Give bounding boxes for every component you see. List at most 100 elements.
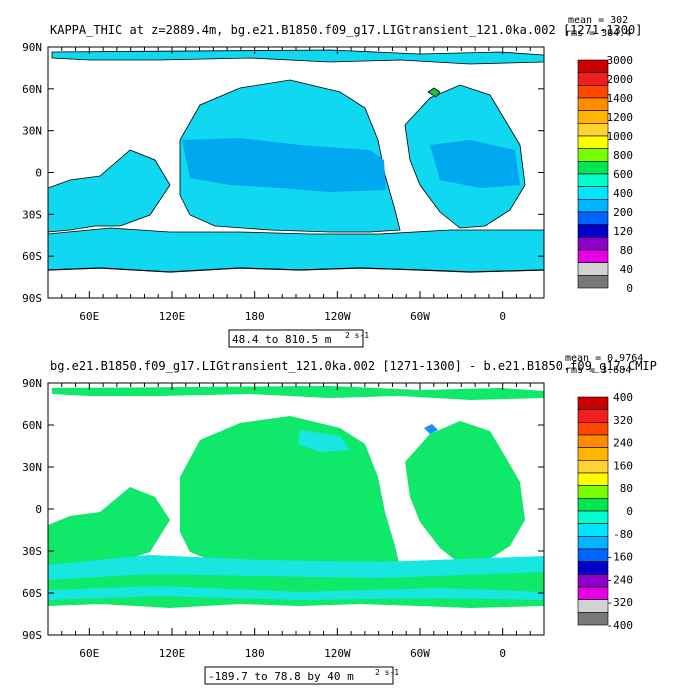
- panel-top-rms: rms = 304.4: [565, 28, 631, 39]
- colorbar-swatch: [577, 237, 609, 251]
- colorbar-label: 1000: [607, 130, 634, 143]
- colorbar-swatch: [577, 97, 609, 111]
- x-tick-label: 60W: [410, 647, 430, 660]
- y-tick-label: 60N: [22, 419, 42, 432]
- colorbar-label: 80: [620, 244, 633, 257]
- colorbar-label: 240: [613, 437, 633, 450]
- colorbar-swatch: [577, 548, 609, 562]
- y-tick-label: 90N: [22, 41, 42, 54]
- colorbar-swatch: [577, 59, 609, 73]
- x-tick-label: 120W: [324, 647, 351, 660]
- colorbar-label: 0: [626, 505, 633, 518]
- y-tick-label: 30S: [22, 208, 42, 221]
- y-tick-label: 60N: [22, 83, 42, 96]
- panel-top-title: KAPPA_THIC at z=2889.4m, bg.e21.B1850.f0…: [50, 23, 642, 37]
- colorbar-swatch: [577, 275, 609, 289]
- colorbar-swatch: [577, 485, 609, 499]
- y-tick-label: 30N: [22, 125, 42, 138]
- colorbar-swatch: [577, 523, 609, 537]
- colorbar-label: -400: [607, 619, 634, 632]
- colorbar-swatch: [577, 472, 609, 486]
- ocean-negative-band-1: [48, 555, 544, 580]
- x-tick-label: 60W: [410, 310, 430, 323]
- x-tick-label: 120E: [159, 310, 186, 323]
- colorbar-swatch: [577, 110, 609, 124]
- greenland-spot: [427, 87, 441, 98]
- ocean-negative-patch: [298, 430, 350, 452]
- panel-top-mean: mean = 302: [568, 15, 628, 26]
- panel-top-range-units: 2 s-1: [345, 331, 369, 340]
- colorbar-label: 200: [613, 206, 633, 219]
- colorbar-swatch: [577, 612, 609, 626]
- colorbar-swatch: [577, 186, 609, 200]
- colorbar-swatch: [577, 148, 609, 162]
- colorbar-swatch: [577, 599, 609, 613]
- colorbar-swatch: [577, 249, 609, 263]
- colorbar-swatch: [577, 262, 609, 276]
- x-tick-label: 120W: [324, 310, 351, 323]
- colorbar-label: -80: [613, 528, 633, 541]
- colorbar-swatch: [577, 135, 609, 149]
- colorbar-label: 160: [613, 459, 633, 472]
- panel-bottom-range-label: -189.7 to 78.8 by 40 m: [208, 670, 354, 683]
- x-tick-label: 60E: [79, 310, 99, 323]
- labrador-negative-spot: [424, 424, 438, 434]
- ocean-indian: [48, 487, 170, 568]
- y-tick-label: 90S: [22, 292, 42, 305]
- colorbar-label: 400: [613, 187, 633, 200]
- ocean-negative-band-2: [48, 586, 544, 600]
- colorbar-swatch: [577, 161, 609, 175]
- x-tick-label: 180: [245, 647, 265, 660]
- panel-bottom-range-box: -189.7 to 78.8 by 40 m 2 s-1: [204, 666, 399, 685]
- colorbar-swatch: [577, 434, 609, 448]
- panel-bottom-yticks: 90N 60N 30N 0 30S 60S 90S: [22, 377, 544, 642]
- colorbar-swatch: [577, 199, 609, 213]
- ocean-arctic: [51, 49, 544, 65]
- y-tick-label: 90S: [22, 629, 42, 642]
- panel-bottom-map: [48, 383, 544, 635]
- panel-bottom-xticks: 60E 120E 180 120W 60W 0: [47, 383, 545, 660]
- x-tick-label: 120E: [159, 647, 186, 660]
- panel-top-range-label: 48.4 to 810.5 m: [232, 333, 332, 346]
- x-tick-label: 0: [499, 310, 506, 323]
- colorbar-swatch: [577, 498, 609, 512]
- panel-bottom-colorbar: 400 320 240 160 80 0 -80 -160 -240 -320 -400: [577, 391, 634, 632]
- colorbar-label: -160: [607, 551, 634, 564]
- ocean-arctic: [52, 386, 544, 400]
- ocean-southern: [48, 227, 544, 273]
- panel-top-range-box: 48.4 to 810.5 m 2 s-1: [228, 329, 369, 348]
- colorbar-swatch: [577, 422, 609, 436]
- colorbar-swatch: [577, 396, 609, 410]
- ocean-atlantic-tropical: [430, 140, 520, 188]
- colorbar-label: 120: [613, 225, 633, 238]
- colorbar-swatch: [577, 123, 609, 137]
- y-tick-label: 0: [35, 503, 42, 516]
- y-tick-label: 30S: [22, 545, 42, 558]
- colorbar-swatch: [577, 447, 609, 461]
- colorbar-swatch: [577, 85, 609, 99]
- colorbar-swatch: [577, 224, 609, 238]
- panel-bottom-range-units: 2 s-1: [375, 668, 399, 677]
- colorbar-swatch: [577, 211, 609, 225]
- colorbar-label: 2000: [607, 73, 634, 86]
- panel-bottom-mean: mean = 0.9764: [565, 353, 643, 364]
- panel-top-map: [48, 47, 544, 298]
- y-tick-label: 90N: [22, 377, 42, 390]
- colorbar-label: 3000: [607, 54, 634, 67]
- y-tick-label: 30N: [22, 461, 42, 474]
- colorbar-label: 600: [613, 168, 633, 181]
- colorbar-label: 800: [613, 149, 633, 162]
- panel-bottom-rms: rms = 3.684: [565, 365, 631, 376]
- colorbar-swatch: [577, 536, 609, 550]
- colorbar-label: 40: [620, 263, 633, 276]
- y-tick-label: 60S: [22, 250, 42, 263]
- colorbar-label: -240: [607, 573, 634, 586]
- colorbar-label: 1400: [607, 92, 634, 105]
- colorbar-label: 400: [613, 391, 633, 404]
- colorbar-swatch: [577, 72, 609, 86]
- panel-bottom: bg.e21.B1850.f09_g17.LIGtransient_121.0k…: [22, 353, 657, 685]
- panel-top-xticks: 60E 120E 180 120W 60W 0: [47, 47, 545, 323]
- colorbar-swatch: [577, 510, 609, 524]
